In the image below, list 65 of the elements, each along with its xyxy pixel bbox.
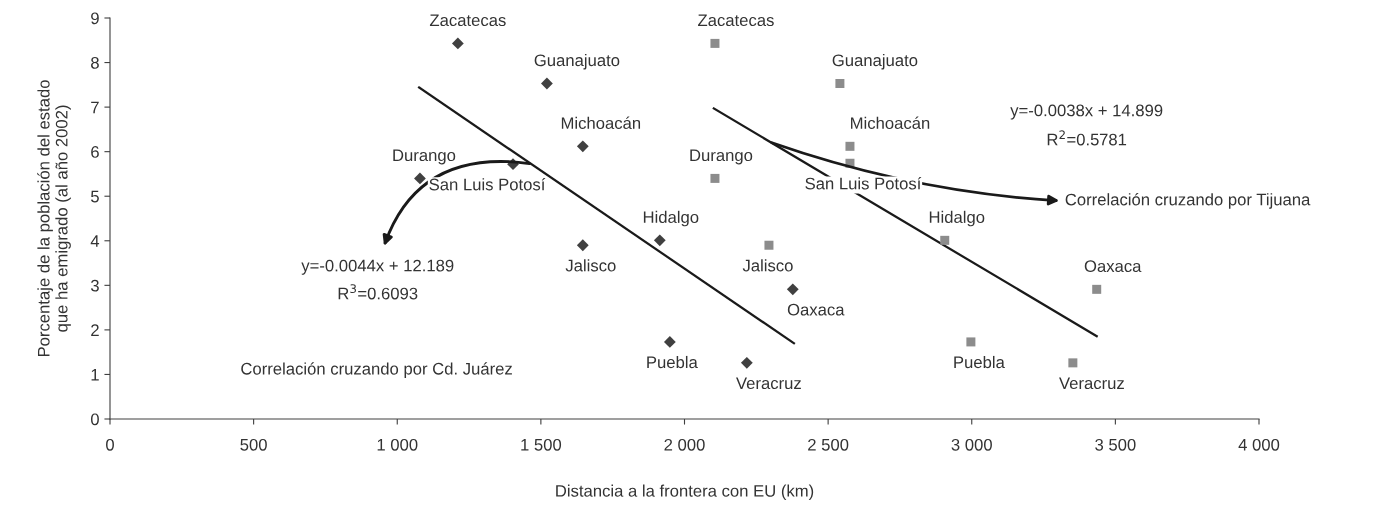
x-tick-label: 1 500: [521, 438, 562, 451]
annotation: Michoacán: [561, 116, 641, 130]
annotation: Puebla: [647, 355, 698, 369]
annotation: R$^{2}$=0.5781: [1047, 130, 1127, 146]
x-tick-label: 3 000: [951, 438, 992, 451]
x-tick-label: 500: [240, 438, 267, 451]
annotation: R$^{3}$=0.6093: [338, 284, 418, 300]
annotation: Michoacán: [851, 116, 930, 130]
point: [710, 173, 720, 183]
y-tick-label: 3: [90, 279, 99, 292]
point: [653, 234, 666, 247]
annotation: Durango: [690, 149, 753, 165]
annotation: San Luis Potosí: [805, 177, 922, 190]
y-tick-label: 4: [90, 235, 100, 247]
x-tick-label: 3 500: [1095, 438, 1136, 451]
annotation: Veracruz: [736, 377, 801, 390]
point: [451, 37, 464, 50]
point: [663, 336, 676, 348]
annotation: Oaxaca: [1084, 260, 1142, 273]
point: [835, 79, 845, 88]
annotation: Zacatecas: [429, 14, 506, 27]
y-tick-label: 9: [91, 12, 99, 25]
y-tick-label: 0: [90, 413, 99, 426]
x-tick-label: 4 000: [1238, 438, 1280, 451]
point: [541, 77, 553, 90]
annotation: Puebla: [954, 355, 1005, 369]
point: [1068, 358, 1078, 368]
annotation: y=-0.0038x + 14.899: [1010, 104, 1163, 120]
annotation: Jalisco: [565, 259, 616, 272]
y-tick-label: 8: [91, 56, 99, 69]
annotation: Veracruz: [1059, 377, 1124, 390]
annotation: y=-0.0044x + 12.189: [301, 259, 454, 275]
annotation: Durango: [393, 149, 456, 165]
y-tick-label: 6: [91, 146, 99, 158]
point: [414, 172, 426, 185]
x-tick-label: 1 000: [377, 438, 418, 451]
annotation: Oaxaca: [787, 303, 845, 316]
y-tick-label: 2: [91, 324, 99, 336]
annotation: Guanajuato: [534, 53, 620, 70]
annotation: Guanajuato: [832, 53, 918, 70]
point: [940, 235, 950, 245]
annotation: Correlación cruzando por Cd. Juárez: [241, 362, 512, 378]
x-axis-title: Distancia a la frontera con EU (km): [556, 484, 814, 501]
point: [740, 356, 753, 369]
point: [1092, 284, 1102, 294]
point: [845, 141, 855, 151]
x-tick-label: 0: [106, 438, 114, 451]
x-tick-label: 2 500: [808, 438, 849, 451]
point: [764, 240, 774, 250]
point: [710, 38, 720, 48]
point: [786, 283, 799, 296]
x-tick-label: 2 000: [664, 438, 705, 451]
annotation: Jalisco: [742, 259, 793, 272]
point: [576, 239, 589, 252]
annotation: Hidalgo: [929, 210, 985, 227]
point: [966, 337, 976, 347]
annotation: Hidalgo: [643, 210, 699, 227]
y-tick-label: 7: [91, 101, 99, 114]
point: [576, 140, 589, 153]
annotation: San Luis Potosí: [429, 177, 546, 191]
y-axis-title: Porcentaje de la población del estado que ha emigrado (al año 2002): [37, 80, 71, 357]
annotation: Zacatecas: [698, 14, 774, 27]
y-tick-label: 5: [90, 190, 99, 203]
y-tick-label: 1: [91, 369, 99, 381]
annotation: Correlación cruzando por Tijuana: [1065, 192, 1311, 209]
